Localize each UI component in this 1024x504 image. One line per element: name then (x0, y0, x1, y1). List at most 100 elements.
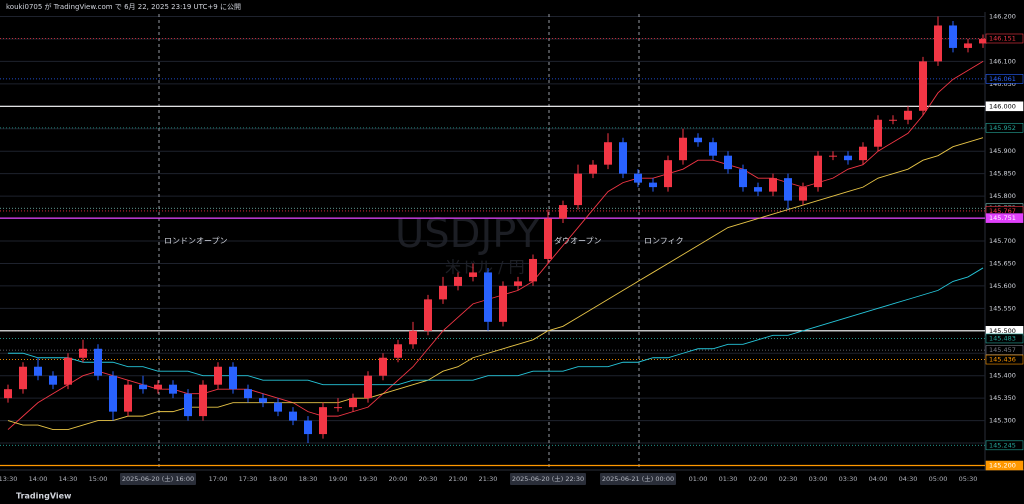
candle-body (649, 182, 657, 188)
candle-body (814, 155, 822, 188)
candle-body (229, 366, 237, 390)
candle-body (214, 366, 222, 385)
annotation: ロンフィク (644, 237, 684, 246)
candle-body (754, 187, 762, 192)
price-label-bg (985, 213, 1024, 223)
y-tick-label: 145.650 (989, 259, 1016, 267)
x-tick-label: 14:00 (29, 475, 48, 483)
x-tick-label: 21:30 (479, 475, 498, 483)
x-tick-label: 05:00 (929, 475, 948, 483)
candle-body (499, 285, 507, 322)
candle-body (949, 25, 957, 48)
candle-body (874, 119, 882, 147)
x-tick-label: 01:30 (719, 475, 738, 483)
x-tick-label: 04:00 (869, 475, 888, 483)
candle-body (169, 384, 177, 394)
header: kouki0705 が TradingView.com で 6月 22, 202… (6, 2, 241, 11)
candle-body (544, 218, 552, 259)
price-label: 145.457 (989, 346, 1016, 354)
price-label-bg (985, 333, 1024, 344)
candle-body (844, 155, 852, 161)
candle-body (139, 384, 147, 390)
candle-body (19, 366, 27, 390)
candle-body (979, 38, 987, 44)
candle-body (529, 258, 537, 282)
x-tick-label: 13:30 (0, 475, 17, 483)
candle-body (784, 178, 792, 201)
candle-body (334, 407, 342, 409)
candle-body (274, 402, 282, 412)
x-tick-label: 01:00 (689, 475, 708, 483)
price-label: 145.200 (989, 462, 1016, 470)
candle-body (664, 160, 672, 188)
y-tick-label: 146.100 (989, 57, 1016, 65)
candle-body (679, 137, 687, 161)
candle-body (64, 357, 72, 385)
x-tick-label: 2025-06-20 (土) 22:30 (512, 474, 584, 483)
price-label-bg (985, 74, 1024, 84)
y-tick-label: 145.800 (989, 192, 1016, 200)
candle-body (469, 272, 477, 277)
candle-body (424, 299, 432, 331)
candle-body (739, 169, 747, 188)
candle-body (769, 178, 777, 192)
price-label-bg (985, 345, 1024, 355)
candle-body (904, 110, 912, 120)
y-tick-label: 146.050 (989, 80, 1016, 88)
price-label: 146.061 (989, 75, 1016, 83)
candle-body (964, 43, 972, 48)
price-label-bg (985, 354, 1024, 365)
footer-logo: TradingView (16, 492, 72, 501)
x-tick-label: 2025-06-20 (土) 16:00 (122, 474, 194, 483)
candle-body (454, 276, 462, 286)
candle-body (109, 375, 117, 412)
price-label-bg (985, 440, 1024, 451)
x-tick-label: 03:30 (839, 475, 858, 483)
candle-body (259, 398, 267, 403)
price-label-bg (985, 101, 1024, 112)
price-label: 146.151 (989, 34, 1016, 42)
price-label: 145.436 (989, 356, 1016, 364)
time-label-bg (120, 473, 196, 485)
y-tick-label: 145.400 (989, 372, 1016, 380)
candle-body (379, 357, 387, 376)
candle-body (4, 389, 12, 399)
candle-body (634, 173, 642, 183)
annotation: ロンドンオープン (164, 237, 228, 246)
price-label: 145.500 (989, 327, 1016, 335)
candle-body (859, 146, 867, 161)
candle-body (589, 164, 597, 174)
y-tick-label: 146.200 (989, 12, 1016, 20)
annotation: ダウオープン (554, 236, 602, 246)
watermark-sub: 米ドル / 円 (445, 258, 525, 277)
candle-body (799, 187, 807, 201)
y-tick-label: 145.700 (989, 237, 1016, 245)
time-label-bg (510, 473, 586, 485)
x-tick-label: 19:00 (329, 475, 348, 483)
x-tick-label: 15:00 (89, 475, 108, 483)
candle-body (934, 25, 942, 62)
candle-body (184, 393, 192, 417)
candle-body (619, 142, 627, 174)
candle-body (304, 420, 312, 435)
price-label: 145.245 (989, 441, 1016, 449)
x-tick-label: 17:00 (209, 475, 228, 483)
candle-body (94, 348, 102, 376)
candle-body (889, 119, 897, 121)
time-label-bg (600, 473, 676, 485)
candle-body (124, 384, 132, 412)
price-label-bg (985, 123, 1024, 133)
price-label: 145.751 (989, 214, 1016, 222)
candle-body (559, 205, 567, 219)
candle-body (484, 272, 492, 322)
y-tick-label: 145.900 (989, 147, 1016, 155)
candle-body (154, 384, 162, 390)
x-tick-label: 17:30 (239, 475, 258, 483)
candle-body (199, 384, 207, 417)
price-label-bg (985, 460, 1024, 471)
price-label: 146.000 (989, 102, 1016, 110)
candle-body (514, 281, 522, 286)
x-tick-label: 20:30 (419, 475, 438, 483)
